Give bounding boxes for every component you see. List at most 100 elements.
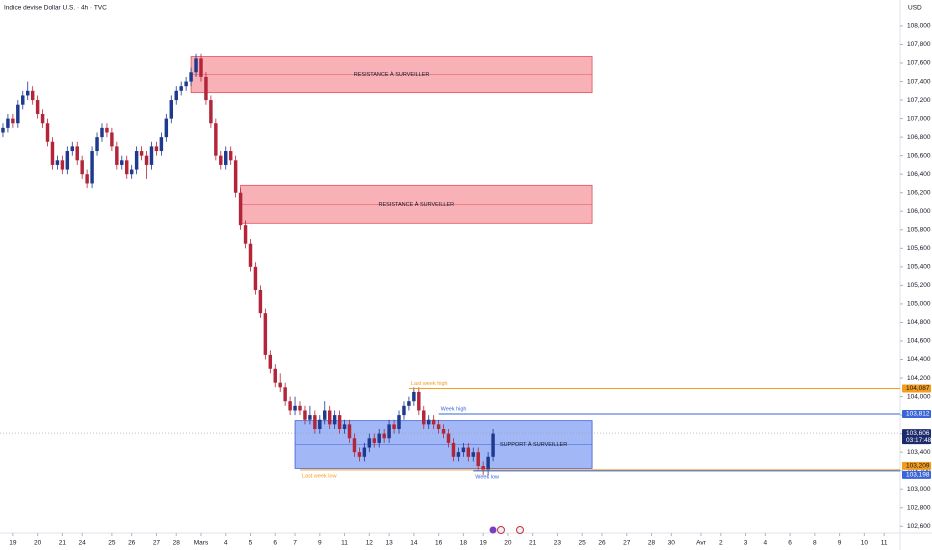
axis-price-box xyxy=(902,409,931,418)
candle-body xyxy=(233,160,238,193)
y-tick-label: 106,200 xyxy=(907,189,931,196)
candle-body xyxy=(308,415,312,420)
y-tick-label: 107,400 xyxy=(907,78,931,85)
candle-body xyxy=(144,155,149,165)
candle-body xyxy=(174,90,178,101)
y-tick-label: 102,600 xyxy=(907,523,931,530)
candle-body xyxy=(179,86,183,91)
candle-body xyxy=(387,424,391,439)
candle-body xyxy=(377,433,381,443)
candle-body xyxy=(347,424,352,439)
y-tick-label: 105,600 xyxy=(907,245,931,252)
x-tick-label: 18 xyxy=(460,540,468,547)
candle-body xyxy=(278,382,282,388)
level-name: Last week low xyxy=(302,473,337,479)
y-tick-label: 106,600 xyxy=(907,152,931,159)
candle-body xyxy=(446,433,451,443)
zone-label: RESISTANCE À SURVEILLER xyxy=(379,201,455,208)
candle-body xyxy=(209,100,213,124)
y-tick-label: 103,000 xyxy=(907,486,931,493)
zone-label: RESISTANCE À SURVEILLER xyxy=(354,71,430,78)
candle-body xyxy=(382,433,386,439)
y-tick-label: 105,800 xyxy=(907,227,931,234)
axis-price-label: 104,087 xyxy=(906,385,930,392)
candle-body xyxy=(55,160,60,165)
candle-body xyxy=(159,137,164,152)
candle-body xyxy=(288,401,292,411)
x-tick-label: 5 xyxy=(249,540,253,547)
x-tick-label: 11 xyxy=(881,540,888,547)
y-tick-label: 104,000 xyxy=(907,393,931,400)
x-tick-label: 21 xyxy=(59,540,67,547)
x-tick-label: 19 xyxy=(480,540,488,547)
y-tick-label: 104,400 xyxy=(907,356,931,363)
x-tick-label: 30 xyxy=(668,540,676,547)
candle-body xyxy=(238,192,243,226)
x-tick-label: 13 xyxy=(385,540,393,547)
candle-body xyxy=(461,447,466,453)
x-tick-label: 20 xyxy=(504,540,512,547)
axis-price-label: 103,812 xyxy=(906,411,930,418)
currency: USD xyxy=(908,5,922,12)
x-tick-label: 16 xyxy=(435,540,443,547)
candle-body xyxy=(60,160,65,170)
y-tick-label: 107,000 xyxy=(907,115,931,122)
candle-body xyxy=(481,466,485,471)
y-tick-label: 104,200 xyxy=(907,375,931,382)
candle-body xyxy=(35,100,40,114)
y-tick-label: 104,600 xyxy=(907,338,931,345)
candle-body xyxy=(80,160,84,175)
candle-body xyxy=(283,387,287,402)
y-tick-label: 102,800 xyxy=(907,504,931,511)
candle-body xyxy=(426,419,431,425)
candle-body xyxy=(436,424,441,430)
candle-body xyxy=(486,456,490,471)
x-tick-label: 25 xyxy=(579,540,587,547)
candle-body xyxy=(263,313,268,355)
y-tick-label: 106,000 xyxy=(907,208,931,215)
candle-body xyxy=(1,127,5,133)
candle-body xyxy=(471,452,475,457)
zone-label: SUPPORT À SURVEILLER xyxy=(500,441,567,448)
candle-body xyxy=(337,415,342,430)
event-icon xyxy=(489,526,497,534)
x-tick-label: 14 xyxy=(410,540,418,547)
candle-body xyxy=(431,419,436,425)
x-tick-label: 4 xyxy=(764,540,768,547)
candle-body xyxy=(273,368,277,383)
candle-body xyxy=(70,146,75,152)
candle-body xyxy=(105,127,109,133)
candle-body xyxy=(90,151,94,184)
candle-body xyxy=(397,415,401,430)
candle-body xyxy=(258,290,263,314)
candle-body xyxy=(40,113,45,124)
candle-body xyxy=(184,81,188,87)
axis-price-box xyxy=(902,461,931,470)
candle-body xyxy=(199,58,203,77)
candle-body xyxy=(125,160,129,175)
candle-body xyxy=(75,146,79,161)
y-tick-label: 103,400 xyxy=(907,449,931,456)
candle-body xyxy=(110,132,114,147)
candle-body xyxy=(194,58,198,73)
candle-body xyxy=(120,160,124,165)
candle-body xyxy=(323,410,327,420)
candle-body xyxy=(21,95,25,105)
candle-body xyxy=(491,433,495,457)
axis-price-label: 103,198 xyxy=(906,472,930,479)
level-name: Last week high xyxy=(411,381,448,387)
x-tick-label: 21 xyxy=(529,540,537,547)
candle-body xyxy=(219,155,223,165)
x-tick-label: 8 xyxy=(813,540,817,547)
candle-body xyxy=(357,452,362,457)
candle-body xyxy=(392,424,396,430)
candle-body xyxy=(367,438,372,448)
candle-body xyxy=(466,447,471,457)
candle-body xyxy=(45,123,50,142)
candle-body xyxy=(298,405,302,411)
candle-body xyxy=(332,415,337,425)
level-name: Week low xyxy=(475,474,499,480)
candle-body xyxy=(6,118,10,128)
y-tick-label: 107,800 xyxy=(907,41,931,48)
